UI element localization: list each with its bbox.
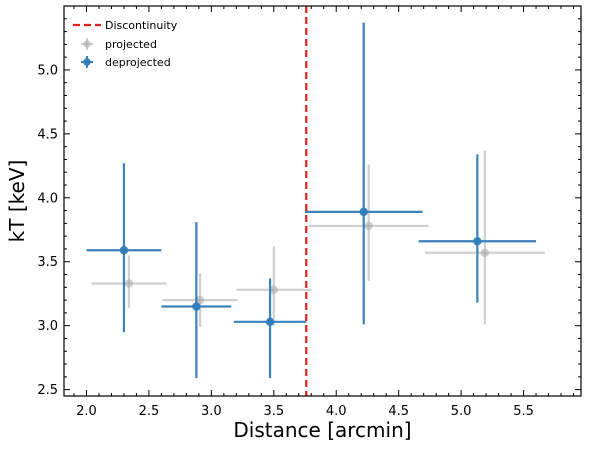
series-deprojected <box>86 22 537 379</box>
deprojected-point <box>473 237 482 246</box>
y-tick-label: 4.5 <box>37 127 58 142</box>
projected-point <box>124 279 134 288</box>
y-tick-label: 4.0 <box>37 191 58 206</box>
x-tick-label: 5.0 <box>451 404 472 419</box>
x-tick-label: 4.5 <box>388 404 409 419</box>
legend: Discontinuity projected deprojected <box>73 19 178 69</box>
deprojected-point <box>359 207 368 217</box>
legend-label-discontinuity: Discontinuity <box>105 19 178 32</box>
x-tick-label: 4.0 <box>326 404 347 419</box>
deprojected-point <box>265 317 275 327</box>
data-layer <box>86 6 545 396</box>
y-tick-label: 3.0 <box>37 319 58 334</box>
legend-marker-projected <box>83 40 91 48</box>
axes-layer: 2.0 2.5 3.0 3.5 4.0 4.5 5.0 5.5 2.5 3.0 3.5 4.0 4.5 5… <box>37 6 581 419</box>
x-axis-title: Distance [arcmin] <box>233 418 411 442</box>
y-tick-label: 3.5 <box>37 255 58 270</box>
plot-frame <box>63 5 582 397</box>
x-tick-label: 3.5 <box>263 404 284 419</box>
series-projected <box>91 150 545 327</box>
x-tick-label: 5.5 <box>513 404 534 419</box>
y-tick-label: 2.5 <box>37 383 58 398</box>
y-axis-title: kT [keV] <box>5 160 29 243</box>
y-tick-label: 5.0 <box>37 63 58 78</box>
projected-point <box>364 221 373 231</box>
deprojected-point <box>119 246 129 255</box>
legend-label-deprojected: deprojected <box>105 56 171 69</box>
x-tick-label: 3.0 <box>201 404 222 419</box>
projected-point <box>269 285 278 295</box>
projected-point <box>195 295 205 305</box>
legend-marker-deprojected <box>83 58 91 66</box>
x-tick-label: 2.5 <box>139 404 160 419</box>
x-tick-label: 2.0 <box>76 404 97 419</box>
projected-point <box>480 248 490 257</box>
deprojected-point <box>192 302 201 311</box>
legend-label-projected: projected <box>105 38 157 51</box>
